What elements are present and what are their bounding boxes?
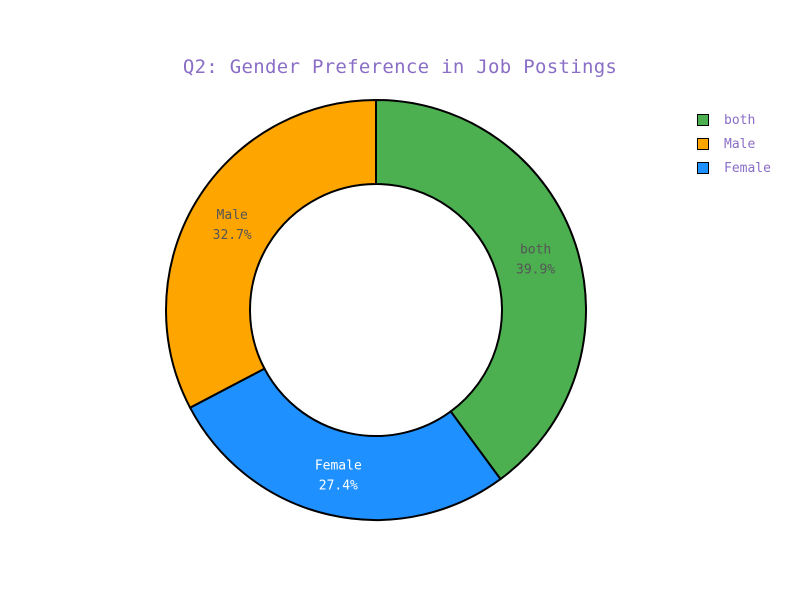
legend-swatch-male [697, 138, 709, 150]
slice-percent-male: 32.7% [213, 228, 252, 243]
legend-item-female[interactable]: Female [697, 156, 771, 180]
slice-label-female: Female [315, 459, 362, 474]
legend-swatch-both [697, 114, 709, 126]
slice-male[interactable] [165, 98, 377, 410]
legend-item-both[interactable]: both [697, 108, 771, 132]
legend: both Male Female [697, 108, 771, 180]
slice-label-male: Male [217, 208, 248, 223]
legend-swatch-female [697, 162, 709, 174]
legend-label-male: Male [724, 136, 756, 152]
slice-both[interactable] [375, 98, 587, 481]
legend-item-male[interactable]: Male [697, 132, 771, 156]
slice-female[interactable] [188, 367, 502, 521]
legend-label-both: both [724, 112, 756, 128]
slice-percent-female: 27.4% [319, 479, 358, 494]
slice-label-both: both [520, 243, 551, 258]
slice-percent-both: 39.9% [516, 263, 555, 278]
legend-label-female: Female [724, 160, 771, 176]
chart-title: Q2: Gender Preference in Job Postings [182, 56, 618, 78]
